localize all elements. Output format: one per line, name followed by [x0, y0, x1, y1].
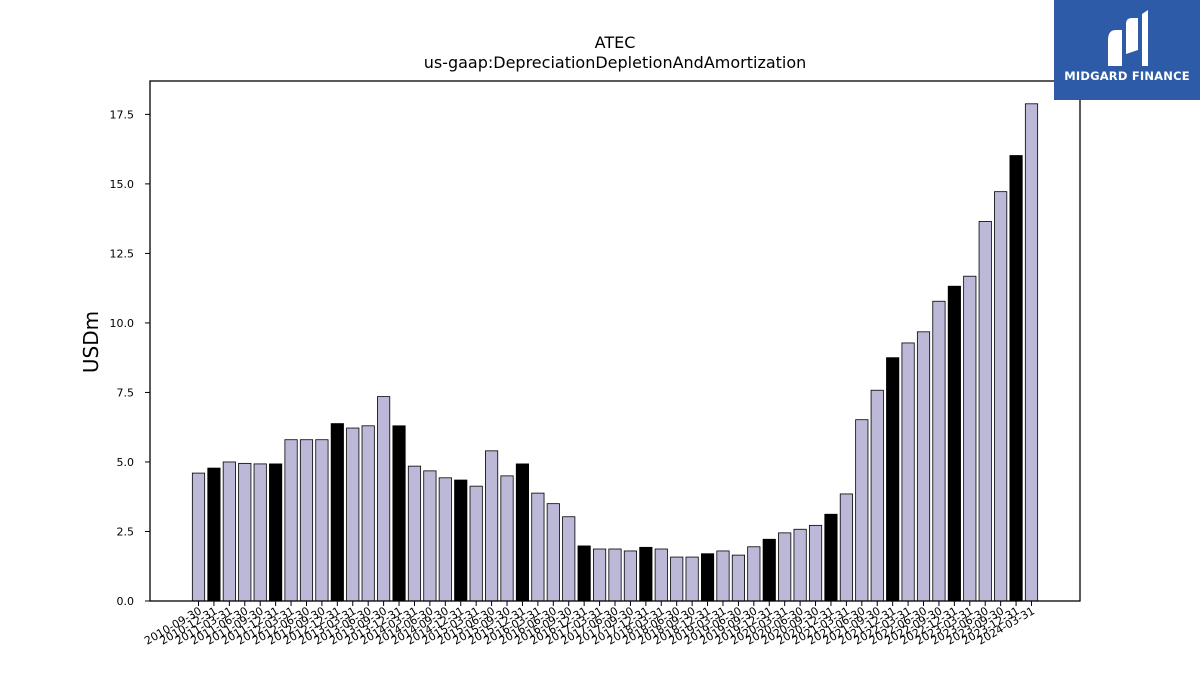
bar-2016-03-31 — [531, 492, 545, 602]
bar-2018-12-31 — [700, 553, 715, 602]
bar-2013-03-31 — [346, 427, 360, 602]
bar-2022-03-31 — [901, 342, 915, 602]
bar-2020-06-30 — [793, 528, 807, 602]
bar-2018-06-30 — [670, 556, 684, 602]
chart-title: ATEC — [595, 33, 636, 52]
bar-2013-09-30 — [377, 396, 391, 602]
bar-2021-03-31 — [839, 493, 853, 602]
y-tick-label: 12.5 — [110, 247, 135, 260]
bar-2014-09-30 — [438, 477, 452, 602]
y-tick-label: 7.5 — [117, 386, 135, 399]
bar-2012-06-30 — [299, 439, 314, 602]
bar-2017-03-31 — [593, 548, 607, 602]
bar-2015-06-30 — [485, 450, 499, 602]
bar-2020-12-31 — [824, 513, 838, 602]
bar-2016-06-30 — [546, 503, 560, 602]
brand-logo: MIDGARD FINANCE — [1054, 0, 1200, 100]
y-axis-ticks: 0.0 2.5 5.0 7.5 10.0 12.5 15.0 17.5 — [110, 108, 150, 608]
bar-2022-06-30 — [916, 331, 931, 602]
bar-2013-06-30 — [361, 425, 375, 602]
bar-2023-03-31 — [963, 275, 977, 602]
bars-layer — [191, 103, 1039, 602]
bar-2018-03-31 — [654, 548, 668, 602]
bar-2016-12-31 — [577, 545, 591, 602]
bar-2012-09-30 — [315, 439, 329, 602]
y-tick-label: 2.5 — [117, 525, 135, 538]
y-tick-label: 10.0 — [110, 317, 135, 330]
bar-2018-09-30 — [685, 556, 699, 602]
bar-2011-12-31 — [269, 463, 283, 602]
chart-subtitle: us-gaap:DepreciationDepletionAndAmortiza… — [424, 53, 807, 72]
bar-2012-03-31 — [284, 439, 298, 602]
bar-2024-03-31 — [1024, 103, 1039, 602]
midgard-m-logo-icon — [1108, 10, 1148, 66]
bar-2011-09-30 — [253, 463, 267, 602]
plot-frame — [149, 80, 1081, 602]
bar-2023-12-31 — [1009, 155, 1023, 602]
bar-2019-09-30 — [747, 546, 761, 602]
bar-2011-03-31 — [222, 461, 236, 602]
bar-2019-06-30 — [731, 554, 745, 602]
bar-2015-03-31 — [469, 485, 483, 602]
bar-2017-06-30 — [608, 548, 622, 602]
bar-2011-06-30 — [238, 462, 252, 602]
bar-2022-12-31 — [947, 285, 961, 602]
bar-2015-09-30 — [500, 475, 514, 602]
bar-2015-12-31 — [515, 463, 530, 602]
x-axis-ticks: 2010-09-302010-12-312011-03-312011-06-30… — [142, 601, 1037, 648]
bar-2023-06-30 — [978, 221, 992, 602]
bar-2022-09-30 — [932, 300, 946, 602]
bar-2013-12-31 — [392, 425, 406, 602]
bar-2014-12-31 — [454, 479, 468, 602]
bar-2014-03-31 — [407, 465, 422, 602]
bar-2017-09-30 — [623, 550, 638, 602]
y-axis-label: USDm — [79, 311, 103, 373]
bar-2019-03-31 — [716, 550, 730, 602]
bar-2014-06-30 — [423, 470, 437, 602]
bar-2020-09-30 — [808, 524, 823, 602]
bar-2021-12-31 — [886, 357, 900, 602]
y-tick-label: 5.0 — [117, 456, 135, 469]
bar-2010-12-31 — [207, 467, 221, 602]
y-tick-label: 15.0 — [110, 178, 135, 191]
y-tick-label: 17.5 — [110, 108, 135, 121]
bar-2021-06-30 — [855, 419, 869, 602]
bar-2021-09-30 — [870, 389, 884, 602]
bar-2019-12-31 — [762, 538, 776, 602]
bar-2016-09-30 — [562, 516, 576, 602]
bar-2020-03-31 — [778, 532, 792, 602]
bar-2010-09-30 — [191, 472, 206, 602]
brand-name: MIDGARD FINANCE — [1064, 69, 1190, 83]
bar-2017-12-31 — [639, 546, 653, 602]
bar-2023-09-30 — [994, 191, 1008, 602]
y-tick-label: 0.0 — [117, 595, 135, 608]
bar-2012-12-31 — [330, 423, 344, 602]
